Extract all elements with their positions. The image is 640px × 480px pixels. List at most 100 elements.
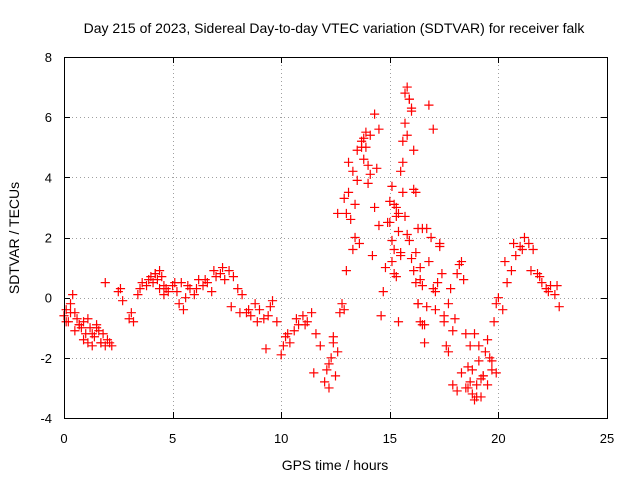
data-point-0-245 bbox=[487, 356, 497, 366]
data-point-0-218 bbox=[393, 226, 404, 237]
data-point-0-277 bbox=[428, 124, 438, 134]
data-point-0-260 bbox=[415, 317, 425, 327]
data-point-0-49 bbox=[189, 290, 199, 300]
data-point-0-200 bbox=[261, 344, 271, 354]
data-point-0-53 bbox=[207, 287, 217, 297]
x-tick-label-4: 20 bbox=[491, 431, 505, 446]
data-point-0-138 bbox=[443, 299, 454, 309]
data-point-0-215 bbox=[387, 235, 397, 246]
data-point-0-178 bbox=[70, 326, 80, 336]
data-point-0-185 bbox=[100, 278, 110, 288]
data-point-0-81 bbox=[320, 377, 330, 387]
data-point-0-259 bbox=[411, 278, 421, 288]
data-point-0-177 bbox=[65, 308, 76, 318]
y-axis-label: SDTVAR / TECUs bbox=[6, 182, 22, 294]
data-point-0-76 bbox=[298, 311, 308, 321]
data-point-0-242 bbox=[474, 356, 484, 366]
data-point-0-116 bbox=[396, 166, 406, 176]
data-point-0-205 bbox=[324, 359, 334, 369]
data-point-0-4 bbox=[68, 290, 78, 300]
data-point-0-280 bbox=[472, 392, 482, 402]
y-tick-label-6: 8 bbox=[45, 50, 52, 65]
data-point-0-28 bbox=[128, 317, 139, 327]
data-point-0-69 bbox=[272, 317, 282, 327]
data-point-0-183 bbox=[91, 323, 102, 333]
data-point-0-146 bbox=[461, 329, 471, 339]
data-point-0-270 bbox=[339, 193, 349, 203]
data-point-0-108 bbox=[378, 287, 388, 297]
y-tick-label-3: 2 bbox=[45, 231, 52, 246]
data-point-0-234 bbox=[439, 317, 449, 327]
data-point-0-57 bbox=[224, 265, 234, 276]
data-point-0-184 bbox=[96, 338, 106, 348]
data-point-0-267 bbox=[361, 142, 371, 152]
x-tick-labels: 0 5 10 15 20 25 bbox=[60, 431, 614, 446]
data-point-0-210 bbox=[352, 175, 362, 185]
data-point-0-117 bbox=[398, 136, 408, 146]
data-point-0-159 bbox=[489, 317, 499, 327]
data-point-0-175 bbox=[554, 302, 564, 312]
data-point-0-179 bbox=[74, 320, 84, 330]
data-point-0-189 bbox=[170, 278, 180, 288]
x-tick-label-1: 5 bbox=[169, 431, 176, 446]
data-point-0-87 bbox=[333, 347, 343, 357]
data-point-0-115 bbox=[393, 317, 404, 327]
data-point-0-269 bbox=[359, 133, 369, 143]
data-point-0-18 bbox=[98, 329, 108, 339]
data-point-0-222 bbox=[402, 130, 412, 140]
data-point-0-226 bbox=[411, 187, 421, 197]
data-point-0-199 bbox=[252, 317, 262, 327]
y-tick-labels: -4 -2 0 2 4 6 8 bbox=[40, 50, 52, 426]
data-point-0-47 bbox=[181, 293, 191, 303]
data-point-0-268 bbox=[363, 160, 373, 170]
data-point-0-164 bbox=[506, 265, 517, 276]
grid-lines bbox=[64, 57, 607, 418]
data-point-0-214 bbox=[374, 220, 384, 231]
data-point-0-203 bbox=[300, 320, 310, 330]
data-point-0-30 bbox=[135, 284, 145, 294]
x-tick-label-2: 10 bbox=[274, 431, 288, 446]
data-point-0-216 bbox=[389, 199, 399, 210]
data-point-0-272 bbox=[350, 232, 360, 243]
data-point-0-223 bbox=[404, 94, 414, 104]
data-point-0-262 bbox=[396, 250, 406, 261]
data-point-0-91 bbox=[341, 265, 351, 276]
data-point-0-261 bbox=[391, 272, 401, 282]
data-point-0-278 bbox=[463, 383, 473, 393]
data-point-0-220 bbox=[398, 157, 408, 167]
data-point-0-46 bbox=[178, 305, 189, 315]
data-point-0-165 bbox=[511, 250, 521, 261]
data-point-0-213 bbox=[369, 202, 380, 213]
data-point-0-129 bbox=[424, 256, 434, 267]
data-point-0-63 bbox=[250, 299, 260, 309]
data-point-0-194 bbox=[209, 265, 219, 276]
data-point-0-22 bbox=[107, 341, 117, 351]
x-tick-label-3: 15 bbox=[383, 431, 397, 446]
data-point-0-235 bbox=[443, 347, 454, 357]
y-tick-label-1: -2 bbox=[40, 351, 52, 366]
data-point-0-257 bbox=[402, 229, 412, 240]
data-point-0-202 bbox=[291, 314, 302, 324]
data-point-0-263 bbox=[400, 211, 410, 222]
data-point-0-229 bbox=[417, 281, 427, 291]
data-point-0-58 bbox=[228, 272, 239, 282]
data-point-0-90 bbox=[339, 305, 349, 315]
data-point-0-232 bbox=[430, 287, 441, 297]
data-point-0-265 bbox=[409, 265, 419, 276]
x-axis-label: GPS time / hours bbox=[282, 457, 389, 473]
data-point-0-281 bbox=[476, 374, 486, 384]
data-point-0-86 bbox=[330, 371, 341, 381]
y-tick-label-2: 0 bbox=[45, 291, 52, 306]
data-point-0-82 bbox=[322, 365, 332, 375]
data-point-0-207 bbox=[333, 208, 343, 219]
chart-title: Day 215 of 2023, Sidereal Day-to-day VTE… bbox=[84, 20, 586, 36]
data-point-0-118 bbox=[400, 88, 410, 98]
data-point-0-99 bbox=[359, 154, 369, 164]
data-point-0-140 bbox=[448, 326, 458, 336]
data-point-0-274 bbox=[387, 181, 397, 191]
data-point-0-181 bbox=[83, 314, 93, 324]
y-tick-label-4: 4 bbox=[45, 170, 52, 185]
data-point-0-112 bbox=[387, 256, 397, 267]
data-point-0-251 bbox=[535, 272, 545, 282]
